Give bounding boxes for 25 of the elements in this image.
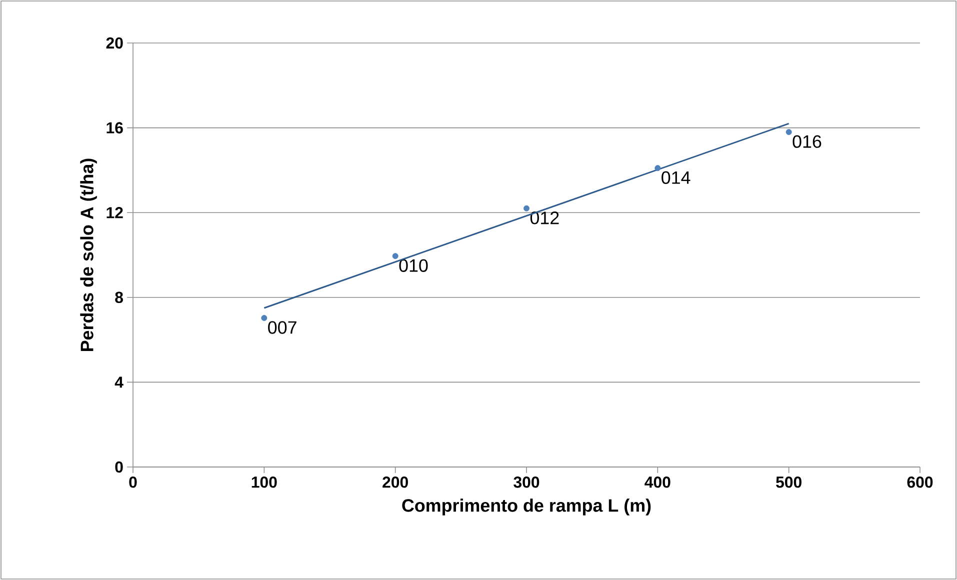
- point: [654, 165, 661, 172]
- data-label: 007: [268, 321, 296, 334]
- x-axis-title: Comprimento de rampa L (m): [402, 498, 651, 516]
- data-label: 012: [530, 212, 559, 224]
- data-label: 016: [792, 135, 822, 148]
- x-tick-label: 100: [252, 476, 277, 488]
- point: [261, 314, 268, 321]
- y-tick-label: 8: [115, 292, 123, 304]
- point: [392, 253, 398, 260]
- x-tick-label: 400: [644, 476, 670, 488]
- x-tick-label: 600: [907, 476, 933, 488]
- y-tick-label: 16: [106, 122, 123, 134]
- y-tick-label: 20: [106, 37, 123, 49]
- x-tick-label: 500: [776, 476, 802, 488]
- x-tick-label: 0: [129, 476, 137, 488]
- y-axis-title: Perdas de solo A (t/ha): [80, 158, 97, 351]
- y-tick-label: 4: [114, 376, 124, 388]
- x-tick-label: 200: [382, 476, 408, 488]
- x-tick-label: 300: [514, 476, 540, 488]
- y-tick-label: 12: [106, 207, 123, 218]
- data-label: 010: [399, 259, 428, 272]
- point: [786, 129, 792, 136]
- point: [524, 205, 530, 212]
- y-tick-label: 0: [115, 461, 123, 473]
- data-label: 014: [662, 171, 690, 184]
